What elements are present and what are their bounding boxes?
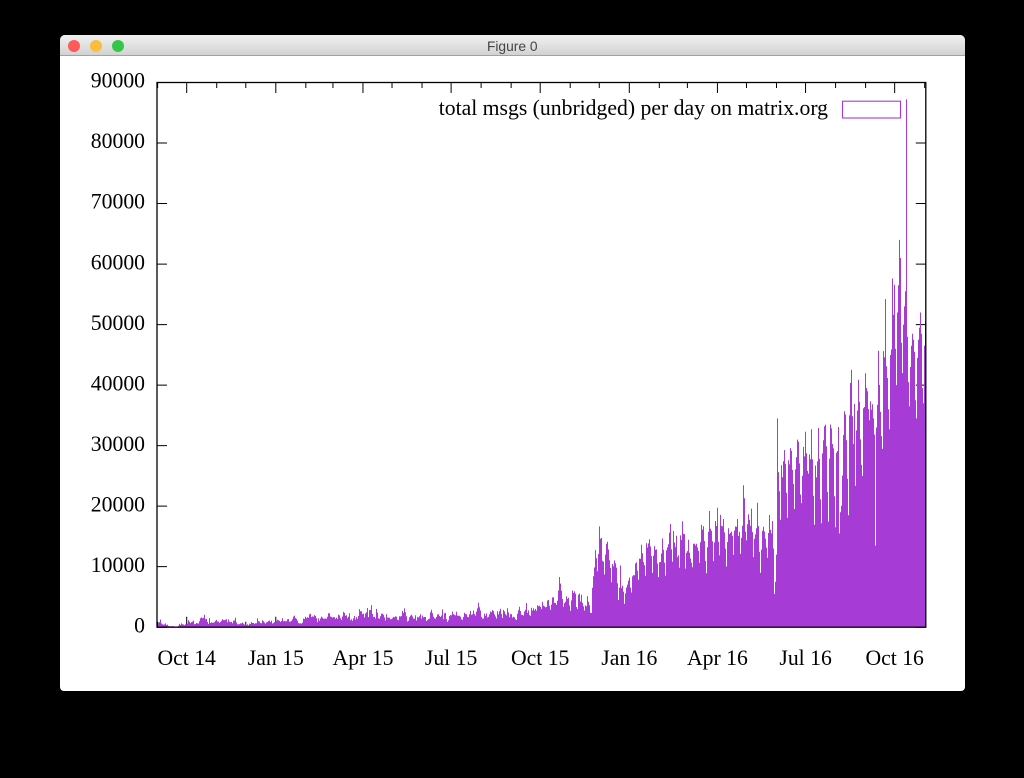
svg-text:Jul 15: Jul 15	[425, 646, 477, 670]
svg-text:Jan 16: Jan 16	[601, 646, 657, 670]
svg-text:90000: 90000	[91, 69, 145, 93]
svg-text:40000: 40000	[91, 371, 145, 395]
svg-text:0: 0	[134, 613, 145, 637]
svg-text:80000: 80000	[91, 129, 145, 153]
svg-text:Apr 16: Apr 16	[687, 646, 748, 670]
svg-text:Apr 15: Apr 15	[333, 646, 394, 670]
svg-text:20000: 20000	[91, 492, 145, 516]
svg-text:Oct 14: Oct 14	[157, 646, 216, 670]
svg-text:50000: 50000	[91, 311, 145, 335]
svg-text:Oct 15: Oct 15	[511, 646, 569, 670]
svg-text:10000: 10000	[91, 553, 145, 577]
svg-text:Jan 15: Jan 15	[248, 646, 304, 670]
svg-text:70000: 70000	[91, 190, 145, 214]
svg-text:60000: 60000	[91, 250, 145, 274]
svg-text:Oct 16: Oct 16	[865, 646, 924, 670]
svg-text:total msgs (unbridged) per day: total msgs (unbridged) per day on matrix…	[439, 96, 828, 120]
svg-text:30000: 30000	[91, 432, 145, 456]
svg-text:Jul 16: Jul 16	[779, 646, 832, 670]
